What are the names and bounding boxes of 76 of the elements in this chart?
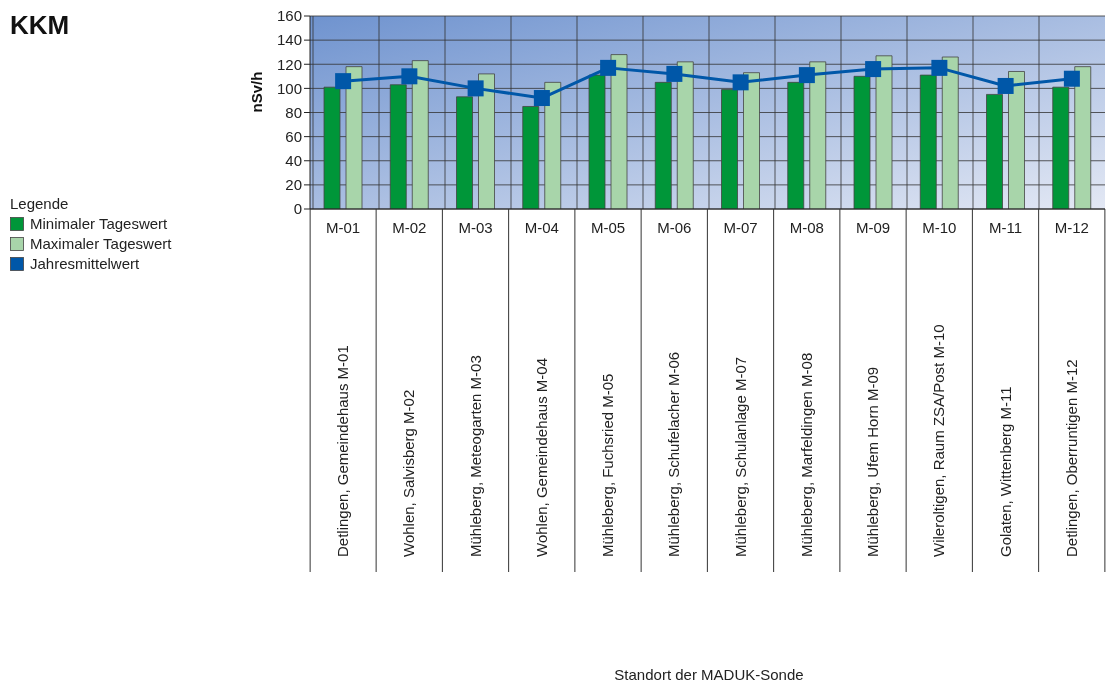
x-tick-label: M-10 xyxy=(922,219,957,236)
bar xyxy=(743,72,760,209)
point xyxy=(467,80,484,97)
bar xyxy=(544,81,562,209)
y-tick-label: 40 xyxy=(285,152,302,170)
bar xyxy=(588,74,606,209)
text: Mühleberg, Schulanlage M-07 xyxy=(731,356,749,557)
text: Mühleberg, Ufem Horn M-09 xyxy=(864,366,882,557)
point xyxy=(401,68,418,85)
y-tick-label: 60 xyxy=(285,127,302,145)
text: Wohlen, Salvisberg M-02 xyxy=(400,389,418,557)
bar xyxy=(478,73,495,209)
point xyxy=(666,65,683,82)
bar xyxy=(610,54,628,209)
text: Wohlen, Gemeindehaus M-04 xyxy=(532,358,550,557)
bar xyxy=(787,81,805,209)
bar xyxy=(809,61,827,209)
bar xyxy=(411,60,429,209)
bar xyxy=(345,66,363,209)
text: Mühleberg, Fuchsried M-05 xyxy=(599,373,617,557)
point xyxy=(600,59,617,76)
bar xyxy=(654,81,672,209)
y-tick-label: 100 xyxy=(276,79,302,97)
text: Standort der MADUK-Sonde xyxy=(613,666,805,683)
bar xyxy=(721,89,738,209)
text: Mühleberg, Marfeldingen M-08 xyxy=(797,352,815,557)
bar xyxy=(941,56,959,209)
x-tick-label: M-01 xyxy=(326,219,361,236)
bar xyxy=(1008,71,1025,209)
bar xyxy=(1052,86,1070,209)
x-tick-label: M-12 xyxy=(1054,219,1089,236)
text: Detlingen, Gemeindehaus M-01 xyxy=(334,345,352,557)
bar xyxy=(986,94,1003,209)
bar xyxy=(323,86,341,209)
bar xyxy=(456,96,473,209)
x-tick-label: M-02 xyxy=(392,219,427,236)
text: Golaten, Wittenberg M-11 xyxy=(996,386,1014,557)
bar xyxy=(522,106,540,209)
point xyxy=(798,67,815,84)
point xyxy=(931,59,948,76)
text: Mühleberg, Schufelacher M-06 xyxy=(665,351,683,557)
y-tick-label: 0 xyxy=(293,200,302,218)
text: KKM xyxy=(10,10,70,41)
legend-label: Maximaler Tageswert xyxy=(30,234,172,254)
point xyxy=(335,73,352,90)
bar xyxy=(1074,66,1092,209)
bar xyxy=(875,55,893,209)
x-tick-label: M-08 xyxy=(789,219,824,236)
legend-label: Minimaler Tageswert xyxy=(30,214,168,234)
x-tick-label: M-05 xyxy=(591,219,626,236)
x-tick-label: M-07 xyxy=(723,219,758,236)
y-tick-label: 160 xyxy=(276,7,302,25)
point xyxy=(1063,70,1080,87)
bar xyxy=(389,84,407,209)
y-tick-label: 20 xyxy=(285,176,302,194)
bar xyxy=(853,75,871,209)
y-axis-title: nSv/h xyxy=(248,71,266,113)
x-tick-label: M-09 xyxy=(856,219,891,236)
legend-title: Legende xyxy=(10,195,70,212)
y-tick-label: 120 xyxy=(276,55,302,73)
text: Mühleberg, Meteogarten M-03 xyxy=(466,355,484,557)
x-tick-label: M-11 xyxy=(989,219,1023,236)
x-tick-label: M-04 xyxy=(524,219,559,236)
text: Wileroltigen, Raum ZSA/Post M-10 xyxy=(930,324,948,557)
point xyxy=(732,74,749,91)
bar xyxy=(919,74,937,209)
point xyxy=(865,61,882,78)
y-tick-label: 140 xyxy=(276,31,302,49)
x-tick-label: M-06 xyxy=(657,219,692,236)
legend-label: Jahresmittelwert xyxy=(30,254,140,274)
bar xyxy=(676,61,694,209)
x-tick-label: M-03 xyxy=(458,219,493,236)
text: Detlingen, Oberruntigen M-12 xyxy=(1062,359,1080,557)
y-tick-label: 80 xyxy=(285,103,302,121)
point xyxy=(533,90,550,107)
point xyxy=(997,77,1014,94)
